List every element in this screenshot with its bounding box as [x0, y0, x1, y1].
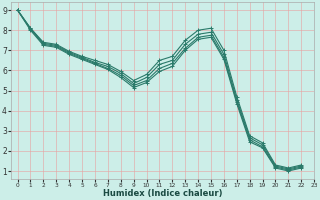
X-axis label: Humidex (Indice chaleur): Humidex (Indice chaleur): [103, 189, 222, 198]
